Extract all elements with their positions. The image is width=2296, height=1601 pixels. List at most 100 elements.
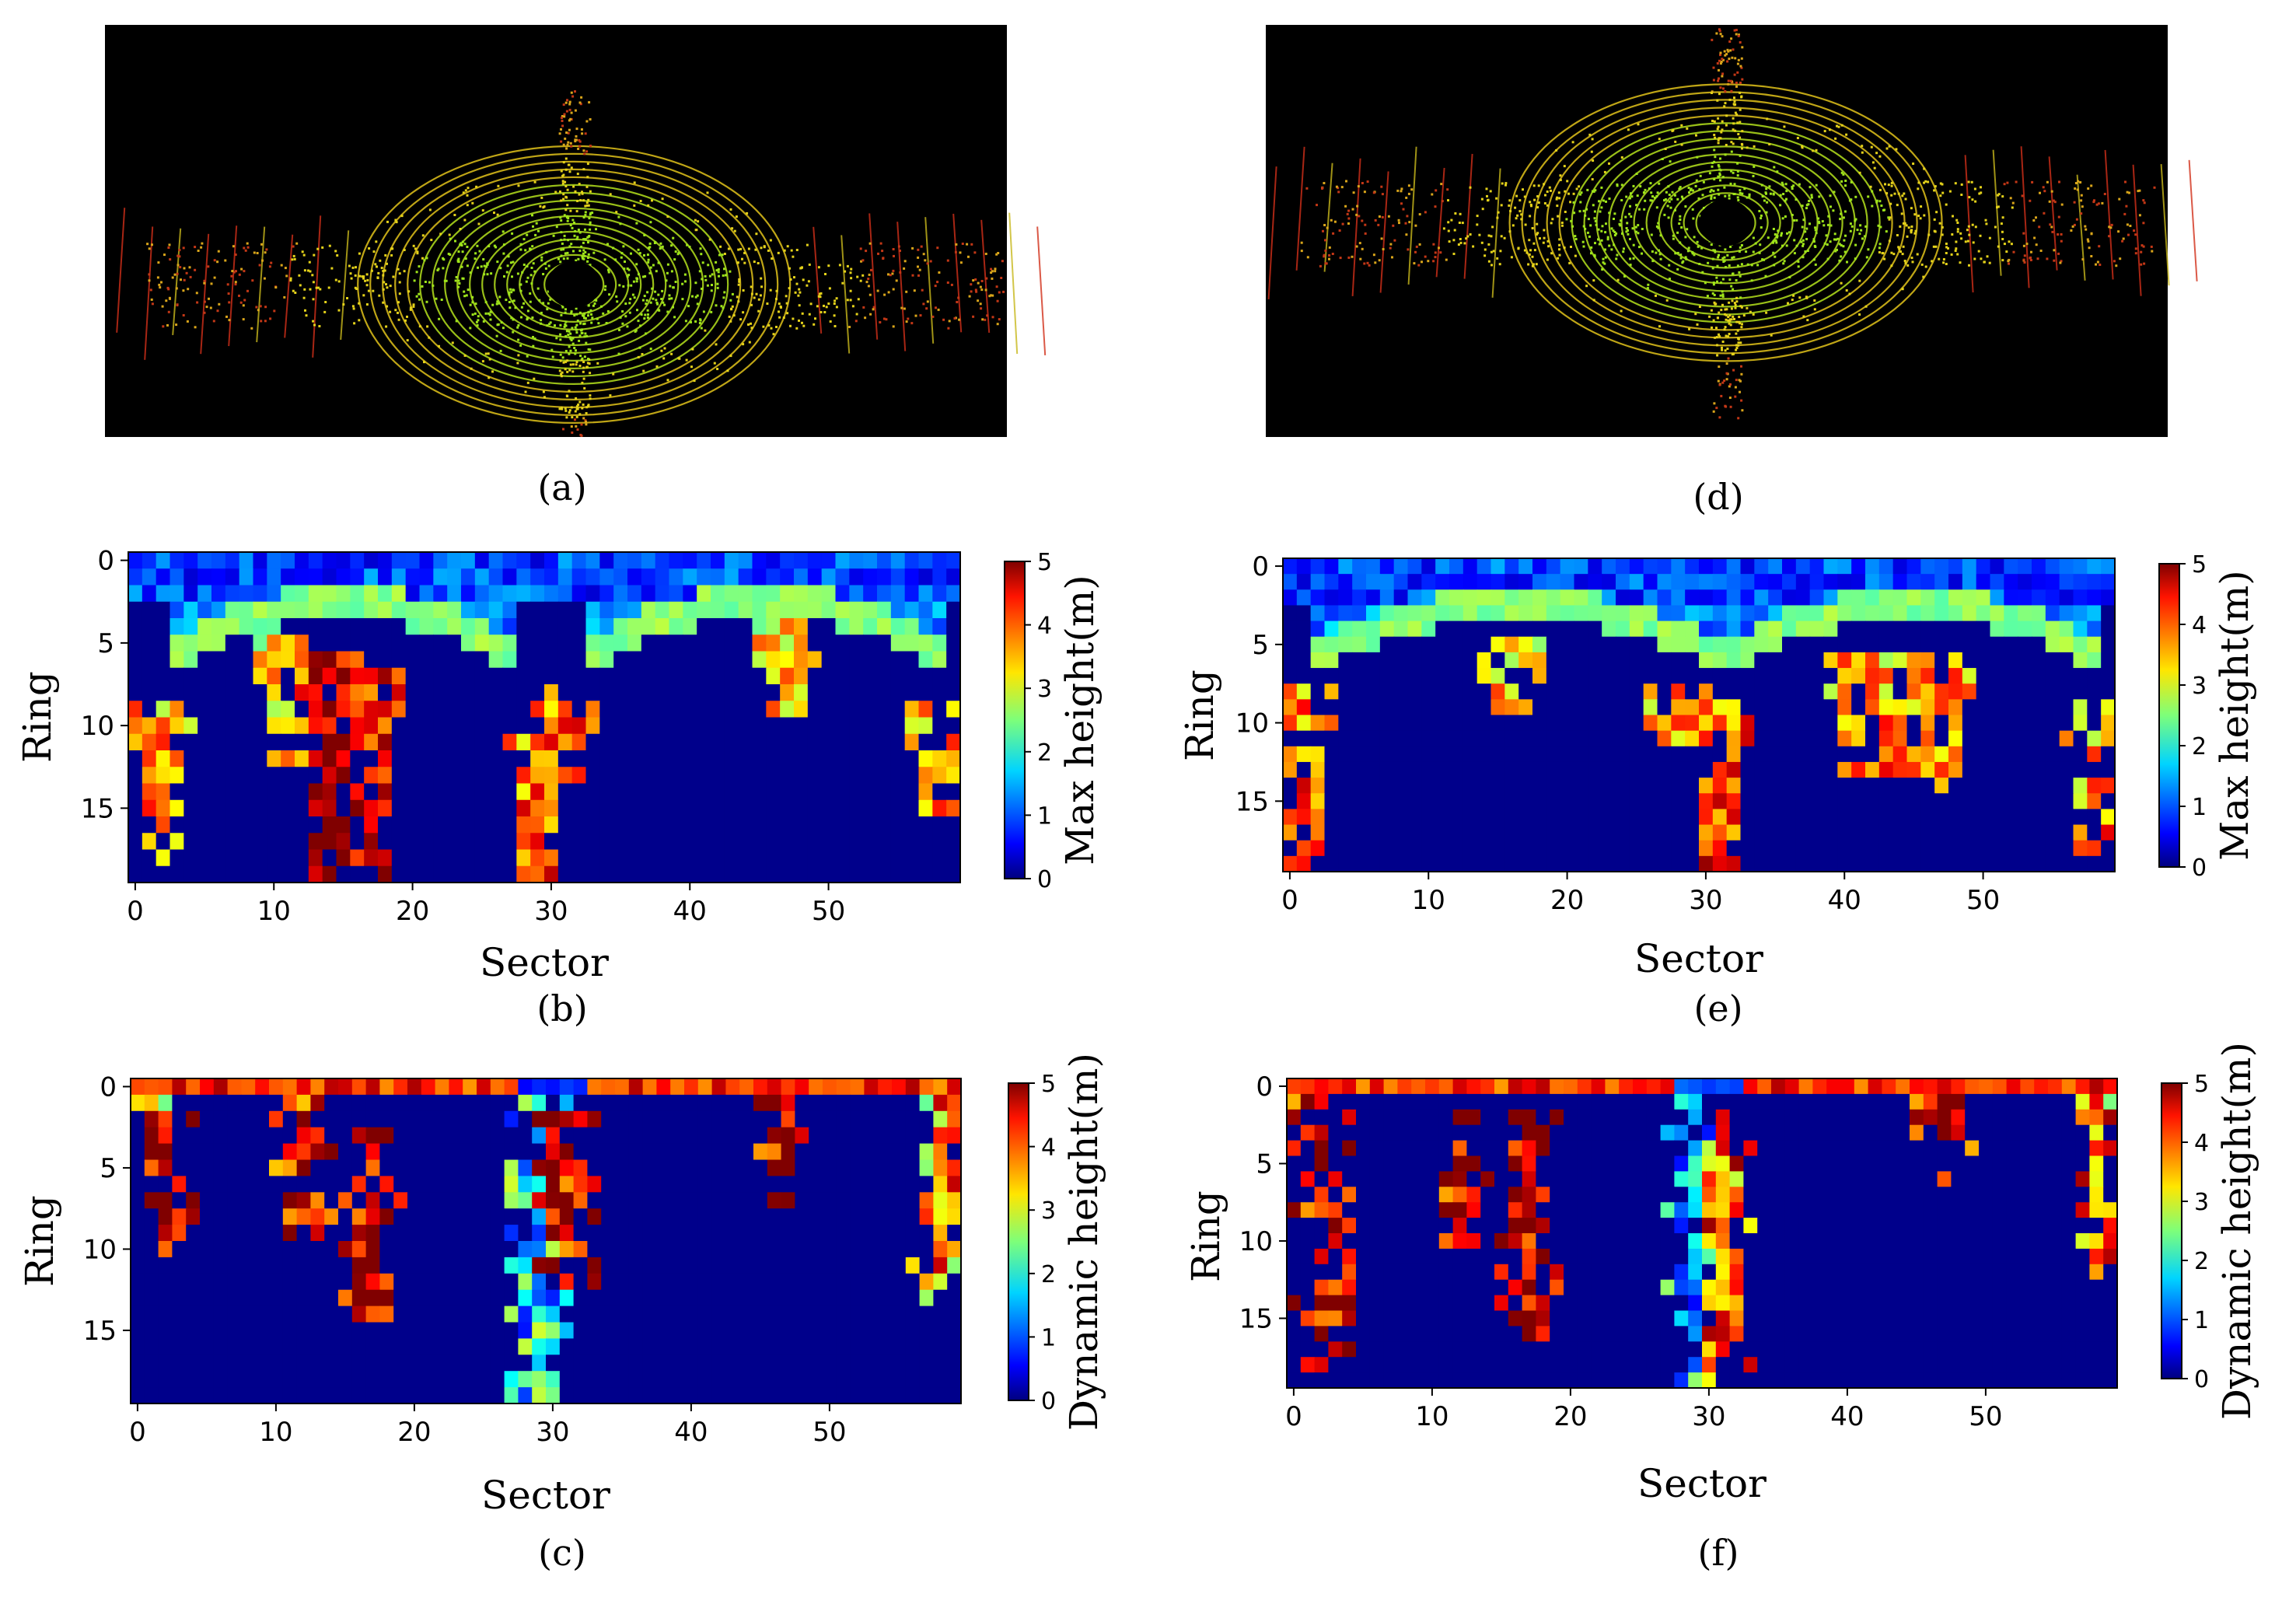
heatmap-cell	[241, 1208, 256, 1225]
heatmap-cell	[1685, 605, 1700, 622]
heatmap-cell	[2006, 1093, 2021, 1110]
heatmap-cell	[697, 1306, 713, 1323]
heatmap-cell	[1937, 1140, 1952, 1157]
heatmap-cell	[1660, 1279, 1675, 1296]
heatmap-cell	[407, 1159, 422, 1176]
heatmap-cell	[1699, 840, 1714, 857]
colorbar-tick-label: 0	[1041, 1388, 1056, 1415]
heatmap-cell	[1518, 855, 1533, 872]
heatmap-cell	[1518, 809, 1533, 826]
heatmap-cell	[1798, 1248, 1813, 1265]
heatmap-cell	[892, 1159, 907, 1176]
heatmap-cell	[1476, 840, 1492, 857]
heatmap-cell	[1851, 824, 1866, 841]
heatmap-cell	[350, 865, 365, 883]
heatmap-cell	[1851, 730, 1866, 747]
heatmap-cell	[183, 701, 198, 718]
heatmap-cell	[655, 816, 670, 834]
heatmap-cell	[1729, 1279, 1744, 1296]
heatmap-cell	[1937, 1218, 1952, 1234]
heatmap-cell	[1757, 1202, 1772, 1218]
heatmap-cell	[1920, 668, 1935, 684]
heatmap-cell	[1560, 699, 1575, 716]
heatmap-cell	[877, 717, 892, 735]
heatmap-cell	[2048, 1093, 2063, 1110]
heatmap-cell	[1314, 1310, 1329, 1327]
heatmap-cell	[1435, 793, 1450, 809]
heatmap-cell	[1784, 1341, 1800, 1358]
heatmap-cell	[1976, 746, 1991, 763]
heatmap-cell	[488, 568, 504, 586]
heatmap-cell	[850, 1322, 865, 1339]
heatmap-cell	[2061, 1233, 2077, 1250]
heatmap-cell	[1965, 1093, 1980, 1110]
heatmap-cell	[1383, 1202, 1398, 1218]
heatmap-cell	[379, 1387, 394, 1404]
heatmap-cell	[766, 865, 781, 883]
heatmap-cell	[1352, 620, 1367, 638]
heatmap-cell	[1393, 699, 1409, 716]
heatmap-cell	[1605, 1093, 1620, 1110]
heatmap-cell	[1532, 668, 1547, 684]
heatmap-cell	[781, 1241, 795, 1258]
heatmap-cell	[1782, 746, 1797, 763]
heatmap-cell	[211, 651, 226, 669]
heatmap-cell	[599, 865, 614, 883]
heatmap-cell	[1438, 1140, 1454, 1157]
heatmap-cell	[2018, 558, 2032, 575]
heatmap-cell	[1536, 1187, 1550, 1203]
heatmap-cell	[2048, 1248, 2063, 1265]
heatmap-cell	[615, 1322, 630, 1339]
heatmap-cell	[781, 1176, 795, 1193]
heatmap-cell	[1865, 761, 1880, 778]
colorbar-tick-label: 0	[2194, 1366, 2209, 1393]
heatmap-cell	[1868, 1171, 1882, 1187]
heatmap-cell	[1934, 746, 1949, 763]
heatmap-cell	[1892, 746, 1908, 763]
heatmap-cell	[295, 601, 309, 619]
heatmap-cell	[1577, 1279, 1592, 1296]
heatmap-cell	[308, 701, 323, 718]
heatmap-cell	[310, 1338, 325, 1355]
heatmap-cell	[836, 1127, 851, 1145]
heatmap-cell	[684, 1273, 699, 1291]
heatmap-cell	[1616, 778, 1630, 794]
heatmap-cell	[1771, 1326, 1786, 1342]
heatmap-cell	[1476, 668, 1492, 684]
heatmap-cell	[255, 1159, 270, 1176]
heatmap-cell	[225, 733, 240, 751]
heatmap-cell	[1865, 558, 1880, 575]
heatmap-cell	[711, 1094, 726, 1112]
heatmap-cell	[1910, 1109, 1924, 1126]
heatmap-cell	[364, 651, 379, 669]
heatmap-cell	[1688, 1326, 1703, 1342]
heatmap-cell	[213, 1094, 229, 1112]
heatmap-cell	[599, 799, 614, 817]
heatmap-cell	[1865, 574, 1880, 590]
heatmap-cell	[752, 701, 767, 718]
heatmap-cell	[310, 1110, 325, 1128]
heatmap-cell	[449, 1078, 463, 1096]
heatmap-cell	[1992, 1295, 2008, 1312]
heatmap-cell	[2101, 605, 2116, 622]
heatmap-cell	[461, 568, 476, 586]
heatmap-cell	[200, 1371, 215, 1388]
heatmap-cell	[2020, 1078, 2035, 1095]
heatmap-cell	[809, 1306, 823, 1323]
heatmap-cell	[1726, 620, 1742, 638]
heatmap-cell	[905, 1094, 921, 1112]
heatmap-cell	[1300, 1372, 1316, 1389]
heatmap-cell	[1366, 574, 1381, 590]
heatmap-cell	[587, 1127, 602, 1145]
heatmap-cell	[269, 1143, 284, 1161]
heatmap-cell	[1837, 730, 1852, 747]
heatmap-cell	[766, 634, 781, 652]
heatmap-cell	[1979, 1078, 1994, 1095]
heatmap-cell	[1826, 1171, 1841, 1187]
heatmap-cell	[1840, 1155, 1855, 1172]
heatmap-cell	[433, 601, 448, 619]
heatmap-cell	[421, 1355, 436, 1372]
heatmap-cell	[823, 1078, 837, 1096]
heatmap-cell	[656, 1338, 671, 1355]
heatmap-cell	[683, 667, 697, 685]
